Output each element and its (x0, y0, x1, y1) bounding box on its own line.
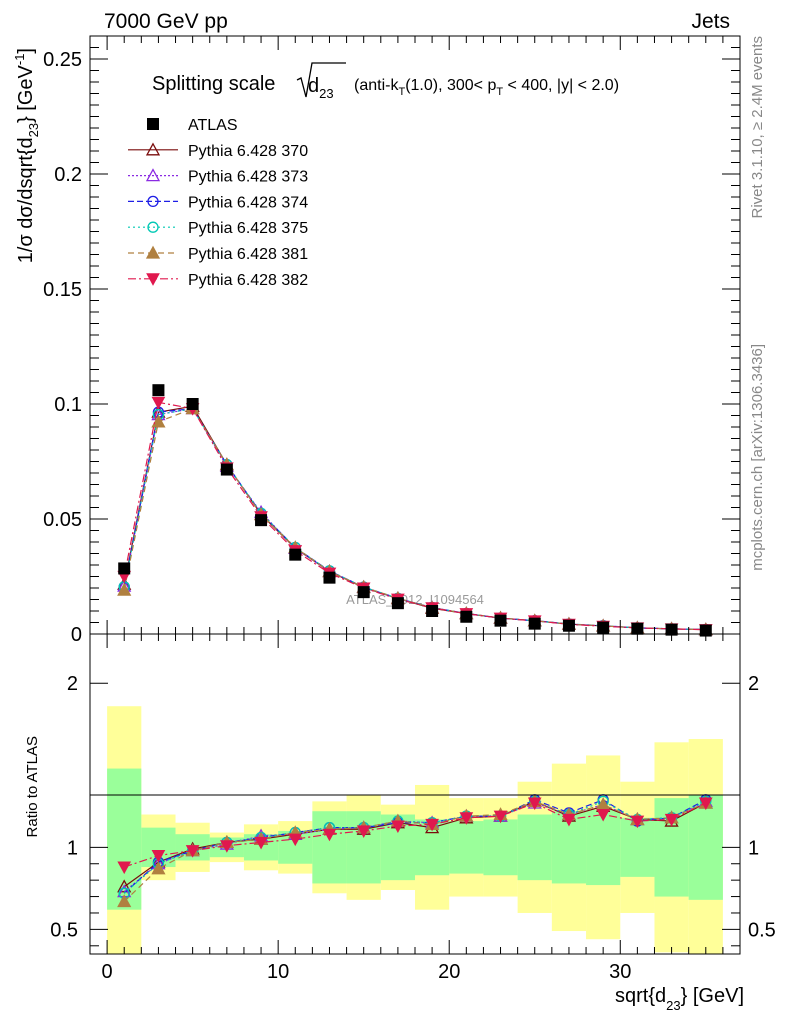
data-point-atlas (323, 571, 336, 584)
legend-marker (147, 195, 159, 208)
ratio-point-pythia-6-428-382 (288, 833, 303, 847)
x-tick-label: 10 (267, 961, 289, 983)
legend-marker (147, 221, 159, 233)
ratio-point-pythia-6-428-382 (664, 813, 679, 827)
ratio-point-pythia-6-428-382 (117, 861, 132, 875)
x-tick-label: 0 (102, 961, 113, 983)
ratio-y-axis-label: Ratio to ATLAS (24, 736, 41, 837)
side-text-top: Rivet 3.1.10, ≥ 2.4M events (749, 36, 766, 219)
ratio-point-pythia-6-428-382 (493, 810, 508, 824)
ratio-point-pythia-6-428-382 (151, 850, 166, 863)
data-point-atlas (562, 619, 575, 632)
x-tick-label: 20 (438, 961, 460, 983)
legend: ATLAS Pythia 6.428 370 Pythia 6.428 373 Pyt… (128, 117, 308, 289)
data-point-atlas (186, 398, 199, 410)
legend-marker (145, 168, 161, 182)
ratio-point-pythia-6-428-382 (630, 815, 645, 829)
data-point-atlas (357, 586, 370, 599)
legend-marker (145, 142, 161, 156)
analysis-watermark: ATLAS_2012_I1094564 (346, 592, 484, 607)
ratio-point-pythia-6-428-382 (254, 836, 268, 850)
x-axis-label: sqrt{d23} [GeV] (615, 985, 744, 1013)
band-inner-bin (688, 794, 723, 900)
ratio-point-pythia-6-428-382 (356, 825, 371, 838)
ratio-point-pythia-6-428-382 (562, 813, 576, 827)
data-point-atlas (460, 610, 473, 623)
legend-marker (147, 118, 159, 130)
y-axis-label: 1/σ dσ/dsqrt{d23} [GeV-1] (12, 48, 41, 263)
ratio-point-pythia-6-428-382 (391, 820, 405, 834)
data-point-atlas (391, 597, 404, 610)
ratio-point-pythia-6-428-381 (117, 894, 132, 908)
sqrt-symbol (296, 62, 346, 98)
legend-label: Pythia 6.428 382 (188, 272, 308, 289)
ratio-line-pythia-6-428-381 (123, 800, 707, 902)
ratio-point-pythia-6-428-382 (322, 828, 337, 842)
data-point-atlas (289, 548, 302, 561)
legend-label: Pythia 6.428 381 (188, 246, 308, 263)
header-right: Jets (691, 10, 730, 33)
ratio-point-pythia-6-428-382 (527, 797, 542, 811)
band-inner-bin (586, 809, 621, 886)
axes: 0 10 20 30 0 0.05 0.1 0.15 0.2 0.25 0.5 0.5 1 1 2 2 (43, 35, 776, 983)
ratio-tick-label-left: 2 (67, 673, 78, 695)
data-point-atlas (152, 384, 165, 397)
header-left: 7000 GeV pp (104, 10, 228, 33)
series-point-pythia-6-428-382 (151, 396, 166, 410)
ratio-band-inner (107, 768, 723, 910)
ratio-line-pythia-6-428-382 (124, 802, 707, 868)
y-tick-label: 0.25 (43, 49, 82, 71)
chart-title: Splitting scale d23 (anti-kT(1.0), 300< … (152, 62, 619, 101)
y-tick-label: 0.1 (54, 394, 82, 416)
legend-label: Pythia 6.428 374 (188, 194, 308, 211)
data-point-atlas (220, 463, 233, 476)
data-point-atlas (528, 617, 541, 630)
title-cond: (anti-kT(1.0), 300< pT < 400, |y| < 2.0) (354, 77, 619, 98)
ratio-series (117, 794, 713, 908)
ratio-point-pythia-6-428-382 (185, 845, 200, 858)
ratio-point-pythia-6-428-382 (698, 797, 713, 811)
x-tick-label: 30 (609, 961, 631, 983)
data-point-atlas (426, 605, 439, 617)
y-tick-label: 0.15 (43, 279, 82, 301)
ratio-tick-label-right: 0.5 (748, 919, 776, 941)
band-inner-bin (517, 814, 552, 881)
ratio-point-pythia-6-428-382 (219, 840, 234, 853)
series-point-pythia-6-428-381 (151, 414, 166, 428)
upper-series (117, 384, 713, 637)
title-var: d23 (308, 75, 334, 101)
ratio-point-pythia-6-428-381 (151, 861, 166, 875)
title-prefix: Splitting scale (152, 73, 275, 95)
ratio-tick-label-right: 1 (748, 837, 759, 859)
legend-marker (146, 273, 160, 286)
band-inner-bin (449, 821, 484, 874)
ratio-tick-label-left: 0.5 (50, 919, 78, 941)
y-tick-label: 0 (71, 624, 82, 646)
ratio-point-pythia-6-428-382 (425, 818, 439, 832)
side-text-bottom: mcplots.cern.ch [arXiv:1306.3436] (749, 344, 766, 571)
legend-label: Pythia 6.428 370 (188, 143, 308, 160)
band-inner-bin (483, 819, 518, 876)
ratio-tick-label-left: 1 (67, 837, 78, 859)
ratio-tick-label-right: 2 (748, 673, 759, 695)
ratio-point-pythia-6-428-382 (459, 812, 474, 825)
y-tick-label: 0.05 (43, 509, 82, 531)
data-point-atlas (118, 562, 131, 575)
legend-marker (145, 245, 161, 259)
legend-label: Pythia 6.428 375 (188, 220, 308, 237)
data-point-atlas (494, 614, 507, 627)
legend-label: ATLAS (188, 117, 238, 134)
data-point-atlas (255, 514, 268, 527)
ratio-point-pythia-6-428-382 (596, 809, 611, 822)
legend-label: Pythia 6.428 373 (188, 169, 308, 186)
ratio-point-pythia-6-428-370 (117, 879, 132, 893)
y-tick-label: 0.2 (54, 164, 82, 186)
series-point-pythia-6-428-381 (117, 582, 132, 596)
